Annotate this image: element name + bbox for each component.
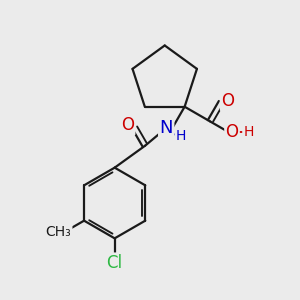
Text: H: H (243, 125, 254, 139)
Text: O: O (121, 116, 134, 134)
Text: CH₃: CH₃ (46, 225, 71, 239)
Text: Cl: Cl (106, 254, 123, 272)
Text: H: H (176, 129, 186, 143)
Text: O: O (221, 92, 234, 110)
Text: N: N (160, 119, 173, 137)
Text: O: O (226, 123, 238, 141)
